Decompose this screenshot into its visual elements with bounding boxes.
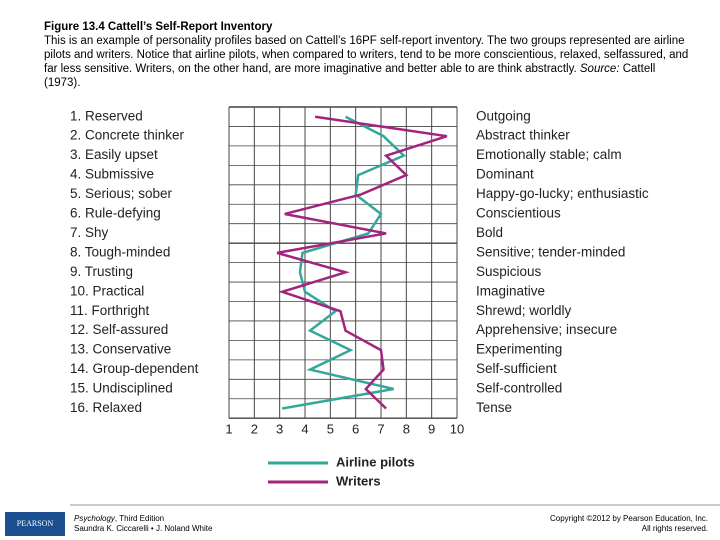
left-label: 12. Self-assured — [70, 322, 168, 337]
left-label: 5. Serious; sober — [70, 186, 173, 201]
right-label: Self-sufficient — [476, 361, 557, 376]
x-tick-label: 5 — [327, 422, 334, 437]
right-label: Tense — [476, 400, 512, 415]
right-label: Outgoing — [476, 108, 531, 123]
right-label: Self-controlled — [476, 381, 562, 396]
left-label: 2. Concrete thinker — [70, 128, 185, 143]
authors: Saundra K. Ciccarelli • J. Noland White — [74, 524, 213, 533]
source-label: Source: — [579, 63, 620, 75]
right-label: Experimenting — [476, 342, 562, 357]
logo: PEARSON — [17, 519, 54, 528]
x-tick-label: 1 — [225, 422, 232, 437]
book-title: Psychology — [74, 514, 115, 523]
right-label: Suspicious — [476, 264, 542, 279]
left-label: 13. Conservative — [70, 342, 171, 357]
source: Cattell (1973). — [44, 63, 656, 89]
left-label: 10. Practical — [70, 283, 144, 298]
left-label: 3. Easily upset — [70, 147, 158, 162]
right-label: Imaginative — [476, 283, 545, 298]
description: This is an example of personality profil… — [44, 35, 689, 75]
series-line — [276, 115, 448, 410]
right-label: Emotionally stable; calm — [476, 147, 622, 162]
left-label: 6. Rule-defying — [70, 206, 161, 221]
x-tick-label: 3 — [276, 422, 283, 437]
right-label: Happy-go-lucky; enthusiastic — [476, 186, 649, 201]
legend-label: Writers — [336, 473, 381, 488]
left-label: 1. Reserved — [70, 108, 143, 123]
logo-box — [5, 512, 65, 536]
x-tick-label: 4 — [301, 422, 308, 437]
left-label: 4. Submissive — [70, 167, 154, 182]
right-label: Dominant — [476, 167, 534, 182]
x-tick-label: 7 — [377, 422, 384, 437]
x-tick-label: 10 — [450, 422, 464, 437]
left-label: 14. Group-dependent — [70, 361, 199, 376]
left-label: 7. Shy — [70, 225, 109, 240]
book-info: Psychology, Third Edition Saundra K. Cic… — [74, 514, 212, 534]
title: Figure 13.4 Cattell’s Self-Report Invent… — [44, 21, 273, 33]
header: Figure 13.4 Cattell’s Self-Report Invent… — [44, 20, 694, 90]
rights: All rights reserved. — [641, 524, 708, 533]
right-label: Abstract thinker — [476, 128, 570, 143]
legend-label: Airline pilots — [336, 454, 415, 469]
left-label: 15. Undisciplined — [70, 381, 173, 396]
right-label: Sensitive; tender-minded — [476, 244, 625, 259]
series-line — [281, 115, 407, 410]
x-tick-label: 2 — [251, 422, 258, 437]
copyright-info: Copyright ©2012 by Pearson Education, In… — [550, 514, 708, 534]
x-tick-label: 6 — [352, 422, 359, 437]
copyright: Copyright ©2012 by Pearson Education, In… — [550, 514, 708, 523]
right-label: Conscientious — [476, 206, 561, 221]
left-label: 9. Trusting — [70, 264, 133, 279]
edition: , Third Edition — [114, 514, 165, 523]
right-label: Apprehensive; insecure — [476, 322, 617, 337]
left-label: 16. Relaxed — [70, 400, 142, 415]
right-label: Bold — [476, 225, 503, 240]
right-label: Shrewd; worldly — [476, 303, 572, 318]
x-tick-label: 9 — [428, 422, 435, 437]
left-label: 11. Forthright — [70, 303, 150, 318]
x-tick-label: 8 — [403, 422, 410, 437]
left-label: 8. Tough-minded — [70, 244, 170, 259]
